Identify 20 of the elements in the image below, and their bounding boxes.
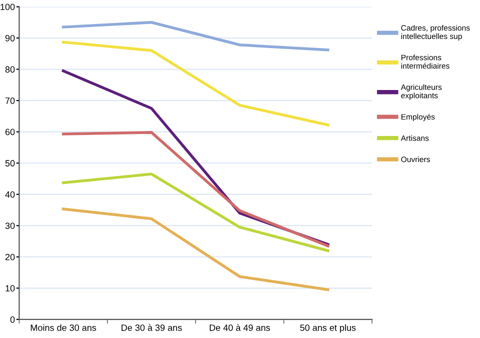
line-series xyxy=(62,21,330,52)
y-tick-label: 40 xyxy=(5,191,15,198)
line-series xyxy=(62,131,330,248)
x-tick-label: Moins de 30 ans xyxy=(30,324,96,331)
x-tick-label: De 30 à 39 ans xyxy=(122,324,182,331)
y-tick-label: 10 xyxy=(6,285,15,292)
x-tick-label: De 40 à 49 ans xyxy=(210,324,270,331)
y-tick-label: 30 xyxy=(5,222,15,229)
line-series xyxy=(62,208,330,292)
x-tick-label: 50 ans et plus xyxy=(300,324,356,333)
y-tick-label: 80 xyxy=(5,66,15,73)
y-tick-label: 50 xyxy=(5,160,15,166)
line-series xyxy=(62,172,330,252)
line-series xyxy=(62,40,330,126)
y-tick-label: 90 xyxy=(5,34,15,42)
y-tick-label: 20 xyxy=(5,254,15,260)
y-tick-label: 100 xyxy=(0,4,15,10)
y-tick-label: 60 xyxy=(5,128,15,136)
y-tick-label: 0 xyxy=(10,316,15,323)
y-tick-label: 70 xyxy=(5,98,15,104)
